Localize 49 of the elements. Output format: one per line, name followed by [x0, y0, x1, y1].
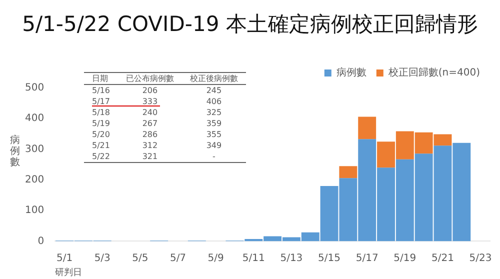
- x-tick-label: 5/19: [394, 252, 416, 264]
- legend-label: 病例數: [336, 66, 366, 79]
- x-tick-label: 5/11: [242, 252, 265, 264]
- x-tick-label: 5/9: [208, 252, 224, 264]
- y-tick-label: 500: [24, 82, 44, 94]
- annotation: 312: [141, 140, 159, 151]
- bar: [358, 116, 376, 140]
- annotation: 333: [141, 96, 159, 107]
- x-tick-label: 5/7: [170, 252, 186, 264]
- legend-label: 校正回歸數(n=400): [387, 66, 480, 79]
- annotation: 5/20: [91, 129, 111, 140]
- y-tick-label: 100: [24, 205, 44, 216]
- annotation: 5/19: [91, 118, 111, 129]
- y-tick-label: 300: [24, 144, 44, 155]
- annotation: -: [212, 151, 216, 162]
- annotation: 240: [141, 107, 159, 118]
- text: 已公布病例數: [124, 73, 175, 84]
- x-tick-label: 5/1: [56, 252, 73, 264]
- annotation: 5/18: [91, 107, 111, 118]
- annotation: 206: [141, 85, 159, 96]
- x-tick-label: 5/15: [318, 252, 341, 264]
- annotation: 5/17: [91, 96, 111, 107]
- annotation: 355: [205, 129, 223, 140]
- x-tick-label: 5/23: [469, 252, 492, 264]
- x-tick-label: 5/5: [132, 252, 148, 264]
- x-tick-label: 5/21: [431, 252, 454, 264]
- text: 校正後病例數: [188, 73, 239, 84]
- annotation: 5/16: [91, 85, 111, 96]
- annotation: 267: [141, 118, 159, 129]
- annotation: 325: [205, 107, 223, 118]
- x-tick-label: 5/17: [356, 252, 378, 264]
- y-tick-label: 0: [38, 236, 44, 247]
- text: 日期: [91, 73, 109, 84]
- y-axis-title: 病例數: [10, 135, 21, 168]
- annotation: 245: [205, 85, 223, 96]
- y-tick-label: 200: [24, 174, 44, 186]
- annotation: 286: [141, 129, 159, 140]
- x-tick-label: 5/3: [94, 252, 110, 264]
- chart-title: 5/1-5/22 COVID-19 本土確定病例校正回歸情形: [21, 11, 479, 38]
- bar: [339, 166, 358, 178]
- x-tick-label: 5/13: [280, 252, 303, 264]
- annotation: 406: [205, 96, 223, 107]
- y-tick-label: 400: [24, 113, 44, 124]
- annotation: 5/22: [91, 151, 111, 162]
- x-axis-title: 研判日: [55, 266, 82, 278]
- annotation: 5/21: [91, 140, 111, 151]
- annotation: 359: [205, 118, 223, 129]
- annotation: 321: [141, 151, 159, 162]
- annotation: 349: [205, 140, 223, 151]
